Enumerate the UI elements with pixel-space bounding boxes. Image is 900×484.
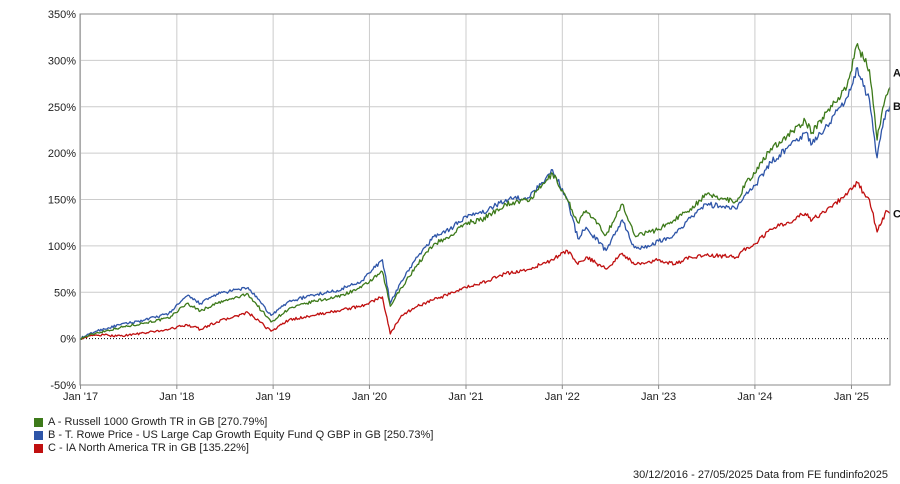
- gridlines: [80, 13, 890, 386]
- series-end-labels: C B A: [893, 67, 900, 220]
- y-tick-label: -50%: [50, 380, 76, 392]
- legend-label-a: A - Russell 1000 Growth TR in GB [270.79…: [48, 416, 268, 428]
- legend-swatch-b: [34, 431, 43, 440]
- series-line-b: [79, 67, 891, 340]
- legend-item-a: A - Russell 1000 Growth TR in GB [270.79…: [34, 416, 433, 429]
- plot-frame: [79, 13, 891, 386]
- y-tick-label: 300%: [48, 55, 76, 67]
- series-line-c: [79, 180, 891, 341]
- x-tick-label: Jan '25: [834, 391, 869, 403]
- x-tick-label: Jan '20: [352, 391, 387, 403]
- x-tick-label: Jan '21: [448, 391, 483, 403]
- y-axis: -50% 0% 50% 100% 150% 200% 250% 300% 350%: [48, 9, 76, 392]
- y-tick-label: 100%: [48, 241, 76, 253]
- y-tick-label: 200%: [48, 148, 76, 160]
- legend-item-b: B - T. Rowe Price - US Large Cap Growth …: [34, 429, 433, 442]
- y-tick-label: 50%: [54, 287, 76, 299]
- series-end-label-c: C: [893, 208, 900, 220]
- series-end-label-b: B: [893, 101, 900, 113]
- legend-swatch-a: [34, 418, 43, 427]
- legend-label-c: C - IA North America TR in GB [135.22%]: [48, 442, 249, 454]
- legend-label-b: B - T. Rowe Price - US Large Cap Growth …: [48, 429, 434, 441]
- series-lines: [79, 43, 891, 341]
- y-tick-label: 150%: [48, 195, 76, 207]
- x-axis: Jan '17 Jan '18 Jan '19 Jan '20 Jan '21 Jan '…: [63, 385, 869, 403]
- y-tick-label: 0%: [60, 334, 76, 346]
- x-tick-label: Jan '23: [641, 391, 676, 403]
- x-tick-label: Jan '24: [737, 391, 772, 403]
- line-chart: -50% 0% 50% 100% 150% 200% 250% 300% 350% Jan '1…: [48, 9, 900, 403]
- x-tick-label: Jan '18: [159, 391, 194, 403]
- y-tick-label: 250%: [48, 102, 76, 114]
- legend: A - Russell 1000 Growth TR in GB [270.79…: [34, 416, 433, 455]
- y-tick-label: 350%: [48, 9, 76, 21]
- footer-date-source: 30/12/2016 - 27/05/2025 Data from FE fun…: [632, 469, 888, 481]
- x-tick-label: Jan '19: [256, 391, 291, 403]
- series-end-label-a: A: [893, 67, 900, 79]
- legend-swatch-c: [34, 444, 43, 453]
- legend-item-c: C - IA North America TR in GB [135.22%]: [34, 442, 433, 455]
- series-line-a: [79, 43, 891, 340]
- x-tick-label: Jan '17: [63, 391, 98, 403]
- x-tick-label: Jan '22: [545, 391, 580, 403]
